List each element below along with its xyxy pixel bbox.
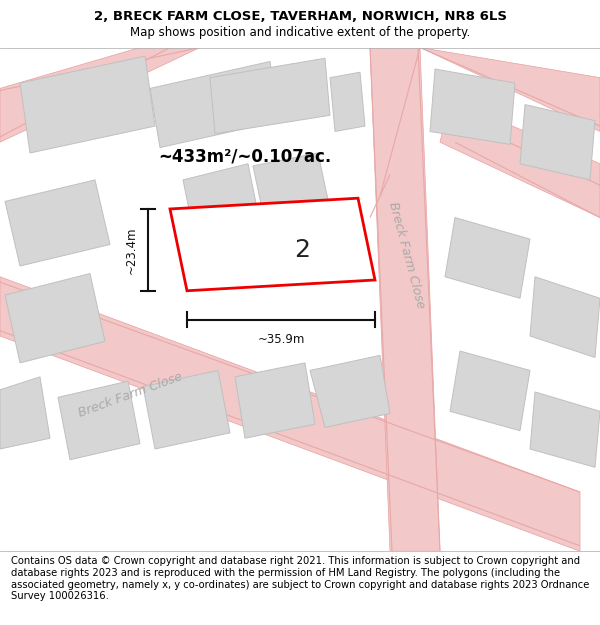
Polygon shape [450, 351, 530, 431]
Polygon shape [20, 56, 155, 153]
Text: ~35.9m: ~35.9m [257, 332, 305, 346]
Polygon shape [430, 69, 515, 144]
Polygon shape [0, 48, 200, 142]
Text: Breck Farm Close: Breck Farm Close [386, 201, 427, 310]
Polygon shape [445, 217, 530, 298]
Polygon shape [420, 48, 600, 131]
Polygon shape [143, 371, 230, 449]
Text: Contains OS data © Crown copyright and database right 2021. This information is : Contains OS data © Crown copyright and d… [11, 556, 589, 601]
Polygon shape [5, 274, 105, 363]
Text: Map shows position and indicative extent of the property.: Map shows position and indicative extent… [130, 26, 470, 39]
Text: ~23.4m: ~23.4m [125, 226, 138, 274]
Polygon shape [150, 61, 280, 148]
Polygon shape [58, 381, 140, 460]
Polygon shape [310, 356, 390, 428]
Polygon shape [170, 198, 375, 291]
Text: ~433m²/~0.107ac.: ~433m²/~0.107ac. [158, 148, 332, 166]
Polygon shape [210, 58, 330, 134]
Polygon shape [0, 377, 50, 449]
Text: 2: 2 [295, 238, 311, 262]
Polygon shape [520, 104, 595, 180]
Polygon shape [530, 277, 600, 358]
Text: Breck Farm Close: Breck Farm Close [76, 370, 184, 420]
Polygon shape [530, 392, 600, 468]
Polygon shape [253, 153, 330, 223]
Polygon shape [5, 180, 110, 266]
Polygon shape [235, 363, 315, 438]
Polygon shape [370, 48, 440, 551]
Polygon shape [0, 277, 580, 551]
Polygon shape [183, 164, 260, 239]
Text: 2, BRECK FARM CLOSE, TAVERHAM, NORWICH, NR8 6LS: 2, BRECK FARM CLOSE, TAVERHAM, NORWICH, … [94, 11, 506, 24]
Polygon shape [440, 99, 600, 218]
Polygon shape [330, 72, 365, 131]
